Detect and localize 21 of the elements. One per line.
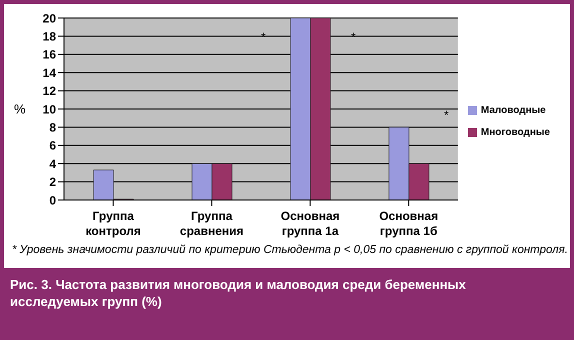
y-tick-label: 16 xyxy=(42,48,56,62)
x-tick-label: Группа контроля xyxy=(86,209,141,238)
legend-label: Маловодные xyxy=(480,105,546,116)
y-tick-label: 8 xyxy=(49,120,56,134)
annotation: * xyxy=(444,108,449,122)
text: Рис. 3. Частота развития многоводия и маловодия среди беременных исследуемых групп (%) xyxy=(10,276,467,310)
x-tick-label: Основная группа 1б xyxy=(379,209,438,238)
y-tick-label: 12 xyxy=(42,84,56,98)
y-tick-label: 0 xyxy=(49,193,56,208)
y-tick-label: 4 xyxy=(49,156,56,171)
y-axis-title: % xyxy=(14,102,26,117)
x-tick-label: Основная группа 1а xyxy=(280,209,340,238)
y-tick-label: 10 xyxy=(42,102,56,116)
y-tick-label: 20 xyxy=(42,11,56,26)
x-tick-label: Группа сравнения xyxy=(180,209,244,238)
y-tick-label: 6 xyxy=(49,138,56,153)
text: * Уровень значимости различий по критерию Стьюдента p < 0,05 по сравнению с группой контроля. xyxy=(11,243,569,256)
y-tick-label: 18 xyxy=(42,29,56,44)
y-tick-label: 2 xyxy=(49,175,56,190)
legend-label: Многоводные xyxy=(480,127,550,138)
y-tick-label: 14 xyxy=(42,66,56,80)
